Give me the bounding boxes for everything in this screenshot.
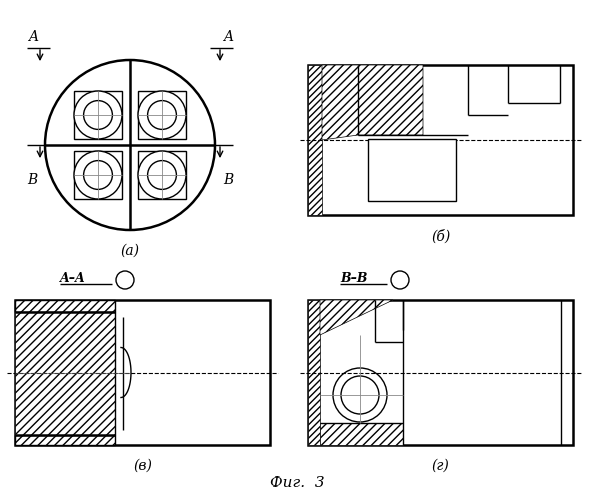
Bar [15, 300, 115, 312]
Circle shape [341, 376, 379, 414]
Bar [138, 91, 186, 139]
Circle shape [116, 271, 134, 289]
Bar [74, 151, 122, 199]
Bar [15, 435, 115, 445]
Circle shape [45, 60, 215, 230]
Bar [368, 139, 456, 201]
Bar [138, 151, 186, 199]
Text: B: B [27, 173, 37, 187]
Polygon shape [320, 423, 403, 445]
Text: A: A [28, 30, 38, 44]
Text: B: B [223, 173, 233, 187]
Bar [74, 91, 122, 139]
Text: A–A: A–A [60, 272, 86, 284]
Bar [308, 300, 573, 445]
Text: (б): (б) [431, 229, 450, 244]
Text: (в): (в) [133, 459, 152, 473]
Circle shape [147, 160, 176, 190]
Circle shape [138, 91, 186, 139]
Polygon shape [308, 65, 322, 215]
Polygon shape [308, 300, 320, 445]
Circle shape [147, 100, 176, 130]
Circle shape [333, 368, 387, 422]
Text: Фиг.  3: Фиг. 3 [270, 476, 324, 490]
Text: (a): (a) [121, 244, 140, 258]
Bar [308, 65, 573, 215]
Text: (г): (г) [432, 459, 450, 473]
Circle shape [84, 160, 112, 190]
Polygon shape [322, 65, 423, 140]
Circle shape [138, 151, 186, 199]
Circle shape [391, 271, 409, 289]
Polygon shape [320, 300, 393, 335]
Bar [15, 300, 270, 445]
Text: B–B: B–B [340, 272, 368, 284]
Text: A: A [223, 30, 233, 44]
Circle shape [74, 91, 122, 139]
Circle shape [84, 100, 112, 130]
Circle shape [74, 151, 122, 199]
Polygon shape [15, 312, 115, 435]
